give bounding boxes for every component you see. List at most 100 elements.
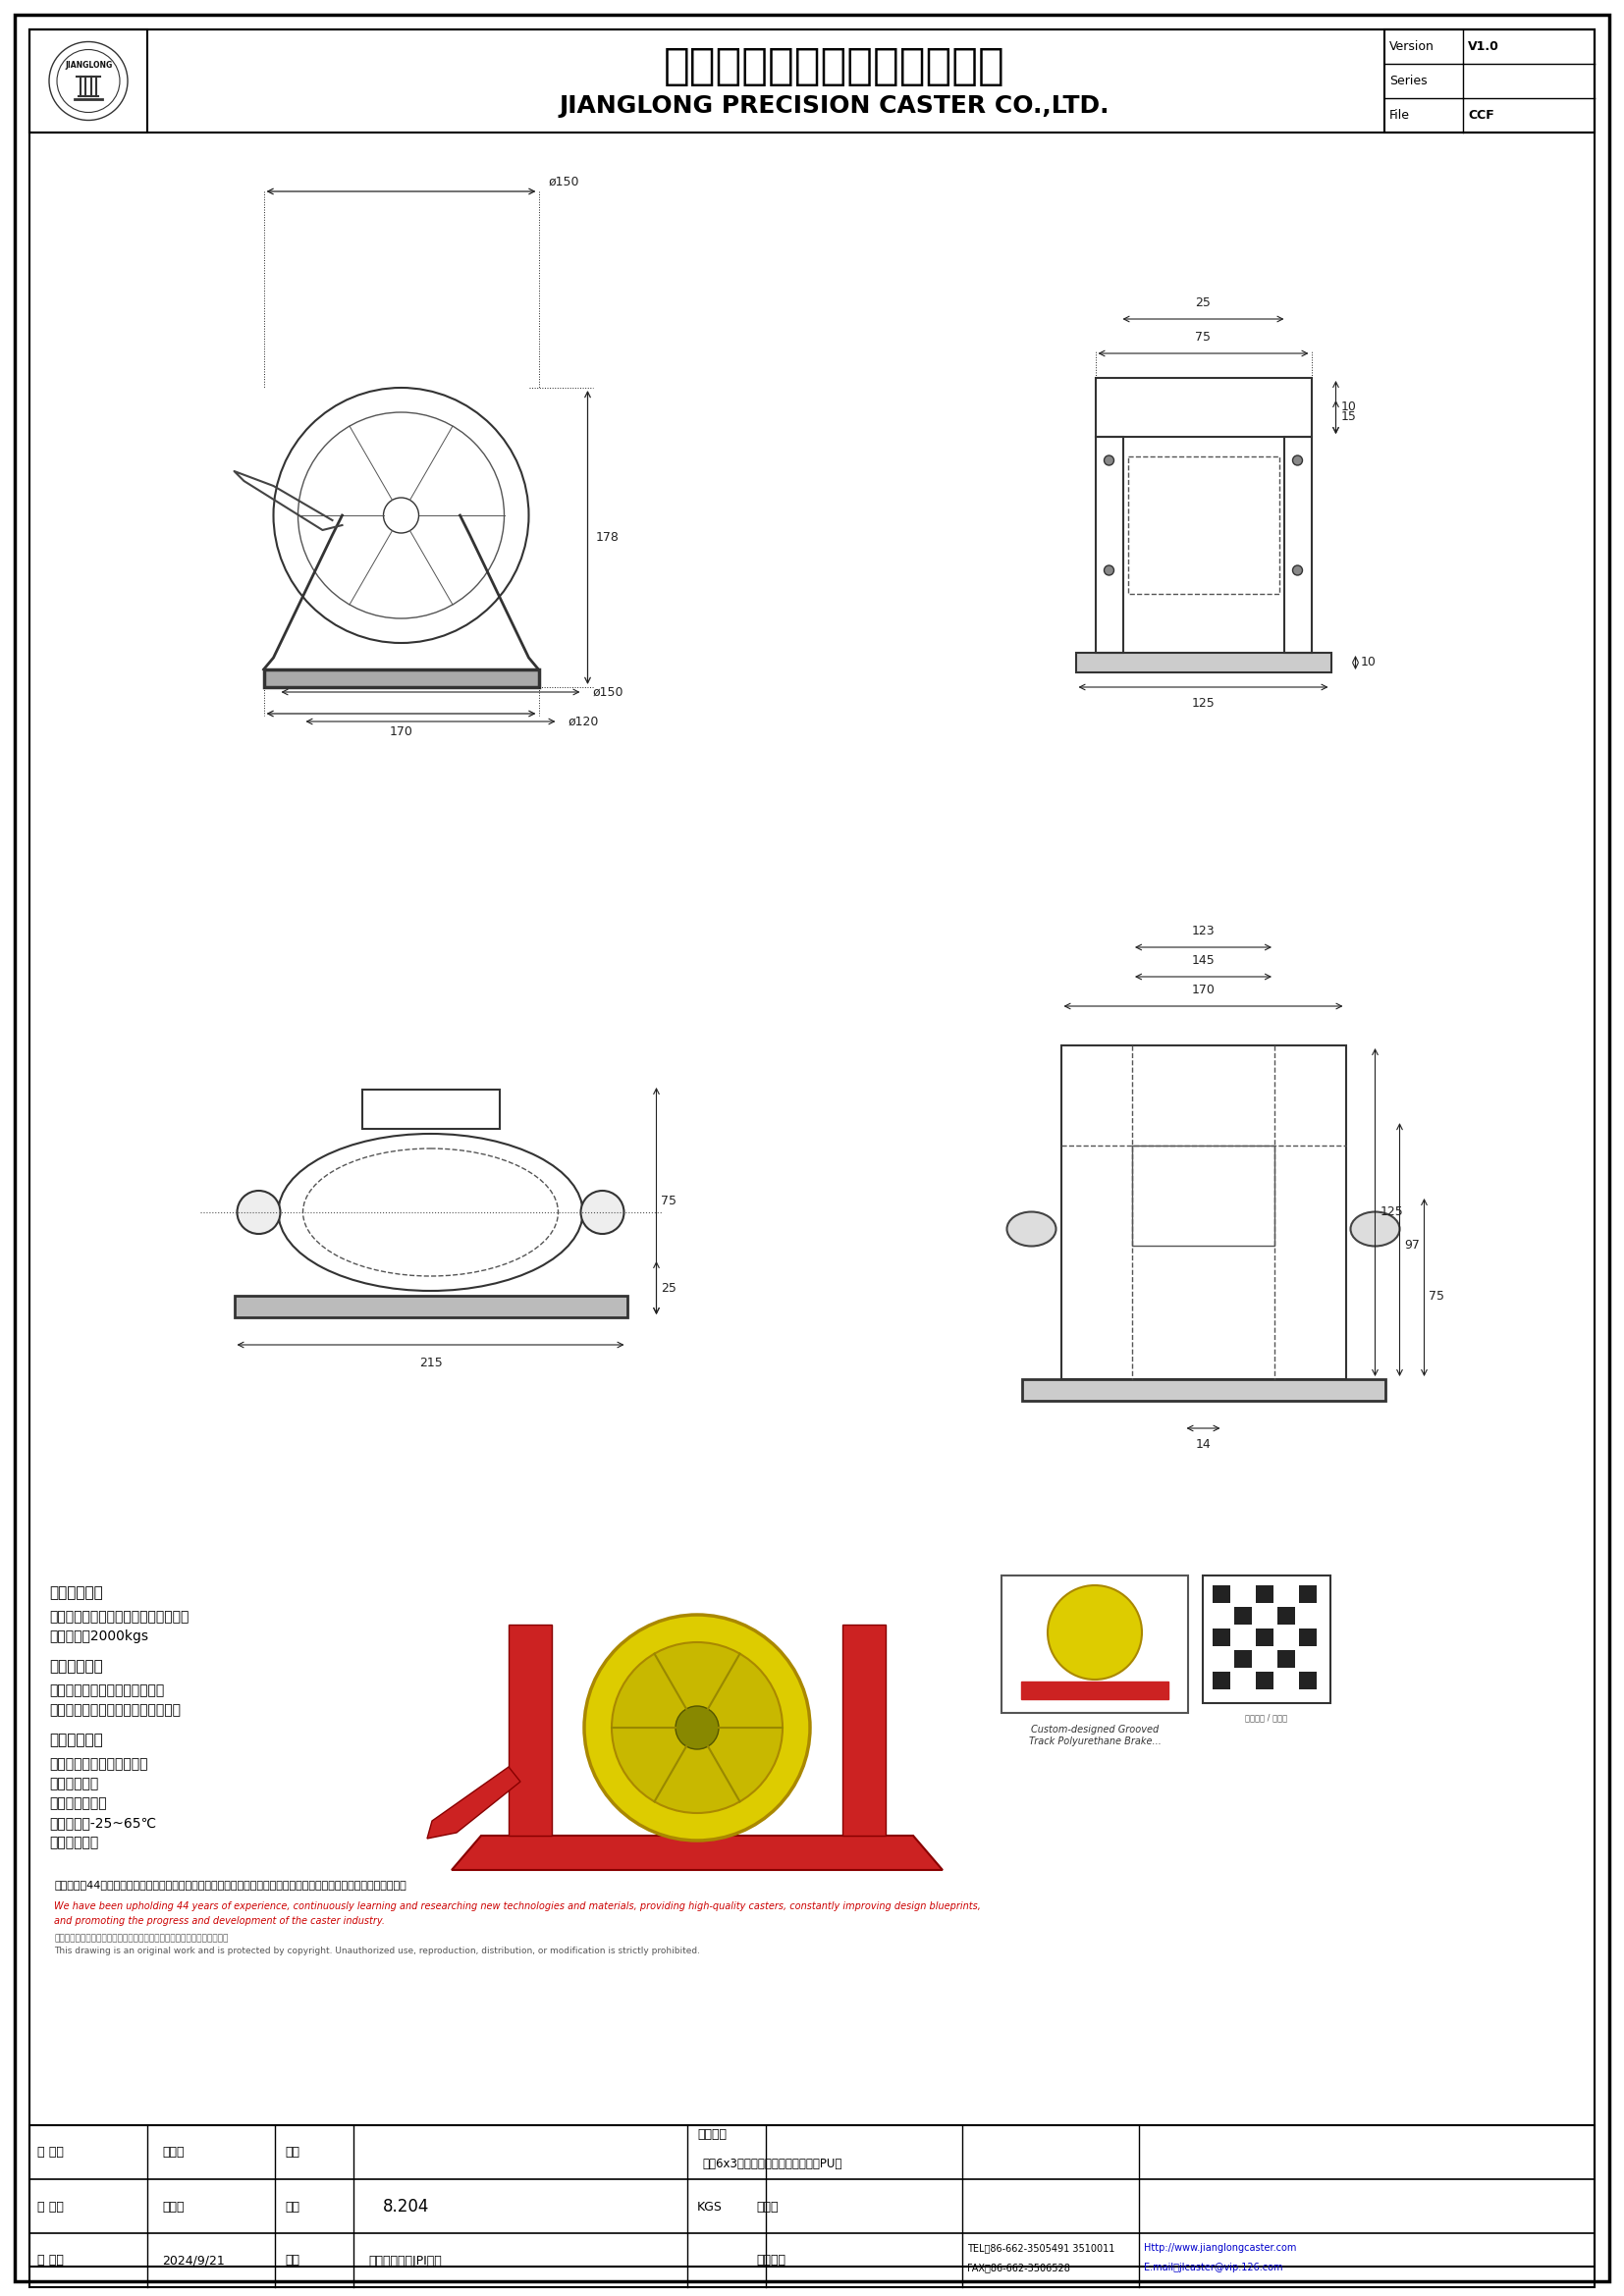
Text: 文件名称: 文件名称 <box>697 2128 726 2142</box>
Bar <box>1075 652 1332 673</box>
Bar <box>1203 1575 1330 1704</box>
Bar <box>1255 1628 1273 1646</box>
Text: 75: 75 <box>1429 1290 1445 1302</box>
Ellipse shape <box>1007 1212 1056 1247</box>
Text: 定制6x3超重型固定凹槽固定带刹车PU轮: 定制6x3超重型固定凹槽固定带刹车PU轮 <box>702 2158 841 2170</box>
Text: 本图纸为原创作品，版权所有，未经授权，严禁使用、复制、传播或修改。: 本图纸为原创作品，版权所有，未经授权，严禁使用、复制、传播或修改。 <box>54 1933 227 1942</box>
Text: 215: 215 <box>419 1357 442 1368</box>
Bar <box>1213 1584 1231 1603</box>
Text: TEL：86-662-3505491 3510011: TEL：86-662-3505491 3510011 <box>968 2243 1114 2252</box>
Text: 8.204: 8.204 <box>383 2197 429 2216</box>
Text: 标准: 标准 <box>284 2255 299 2266</box>
Text: 图　号: 图 号 <box>757 2200 778 2213</box>
Text: 日 期：: 日 期： <box>37 2255 63 2266</box>
Text: 耐化学品：高: 耐化学品：高 <box>49 1835 99 1848</box>
Bar <box>29 30 1595 133</box>
Text: 材料: 材料 <box>284 2147 299 2158</box>
Text: Custom-designed Grooved
Track Polyurethane Brake...: Custom-designed Grooved Track Polyuretha… <box>1028 1724 1161 1745</box>
Bar <box>1213 1671 1231 1690</box>
Bar <box>362 1091 499 1130</box>
Text: We have been upholding 44 years of experience, continuously learning and researc: We have been upholding 44 years of exper… <box>54 1901 981 1910</box>
Bar <box>1213 1628 1231 1646</box>
Bar <box>1002 1575 1189 1713</box>
Text: 145: 145 <box>1192 955 1215 967</box>
Text: 123: 123 <box>1192 925 1215 937</box>
Text: 2024/9/21: 2024/9/21 <box>162 2255 224 2266</box>
Circle shape <box>676 1706 719 1750</box>
Bar <box>1021 1380 1385 1401</box>
Text: This drawing is an original work and is protected by copyright. Unauthorized use: This drawing is an original work and is … <box>54 1947 700 1956</box>
Text: 陈春江: 陈春江 <box>162 2147 184 2158</box>
Text: FAX：86-662-3506528: FAX：86-662-3506528 <box>968 2262 1070 2273</box>
Text: ø150: ø150 <box>593 687 624 698</box>
Text: 扫描地址 / 二维码: 扫描地址 / 二维码 <box>1246 1713 1288 1722</box>
Text: 主要产品特色: 主要产品特色 <box>49 1660 102 1674</box>
Polygon shape <box>427 1768 520 1839</box>
Bar <box>29 30 148 133</box>
Bar <box>1285 436 1311 652</box>
Text: 75: 75 <box>661 1194 677 1208</box>
Bar <box>508 1626 552 1835</box>
Text: 我们秉持着44年经验，不断学习研究新技术和材料，提供高质量脚轮产品，持续改进设计图纸，推动脚轮行业进步发展。: 我们秉持着44年经验，不断学习研究新技术和材料，提供高质量脚轮产品，持续改进设计… <box>54 1880 406 1890</box>
Text: 170: 170 <box>1192 983 1215 996</box>
Text: 25: 25 <box>1195 296 1212 310</box>
Text: 支架颜色：耐腐蚀红色喷涂表面处理: 支架颜色：耐腐蚀红色喷涂表面处理 <box>49 1704 180 1717</box>
Circle shape <box>237 1192 281 1233</box>
Bar <box>234 1295 627 1318</box>
Polygon shape <box>451 1835 942 1869</box>
Bar <box>1255 1584 1273 1603</box>
Bar <box>1299 1671 1317 1690</box>
Bar <box>1255 1671 1273 1690</box>
Text: 材质：灰铸铁包进口聚氨酯: 材质：灰铸铁包进口聚氨酯 <box>49 1756 148 1770</box>
Text: 15: 15 <box>1341 411 1356 422</box>
Circle shape <box>581 1192 624 1233</box>
Text: 耐冲击性能：高: 耐冲击性能：高 <box>49 1795 107 1809</box>
Text: 10: 10 <box>1361 657 1376 668</box>
Text: 75: 75 <box>1195 331 1212 344</box>
Bar <box>1234 1607 1252 1626</box>
Text: CCF: CCF <box>1468 108 1494 122</box>
Bar <box>1132 1146 1275 1247</box>
Text: ø120: ø120 <box>568 714 599 728</box>
Bar <box>1127 457 1278 595</box>
Text: 产品规格信息: 产品规格信息 <box>49 1584 102 1600</box>
Text: 25: 25 <box>661 1281 677 1295</box>
Circle shape <box>1104 455 1114 466</box>
Bar <box>1384 30 1595 133</box>
Bar <box>1278 1651 1294 1667</box>
Text: E.mail：jlcaster@vip.126.com: E.mail：jlcaster@vip.126.com <box>1143 2262 1283 2273</box>
Text: 单轮产品信息: 单轮产品信息 <box>49 1733 102 1747</box>
Text: File: File <box>1390 108 1410 122</box>
Text: 14: 14 <box>1195 1437 1212 1451</box>
Bar <box>1278 1607 1294 1626</box>
Text: 产品尺寸：定制凹型固定超重型刹车轮: 产品尺寸：定制凹型固定超重型刹车轮 <box>49 1609 188 1623</box>
Text: 技术支持: 技术支持 <box>757 2255 786 2266</box>
Text: V1.0: V1.0 <box>1468 41 1499 53</box>
Bar <box>263 670 539 687</box>
Text: 缓冲性能：高: 缓冲性能：高 <box>49 1777 99 1791</box>
Bar <box>1095 379 1311 436</box>
Text: ø150: ø150 <box>549 174 580 188</box>
Text: KGS: KGS <box>697 2200 723 2213</box>
Bar <box>1095 436 1122 652</box>
Ellipse shape <box>1351 1212 1400 1247</box>
Circle shape <box>1293 455 1302 466</box>
Text: JIANGLONG: JIANGLONG <box>65 62 112 69</box>
Circle shape <box>1104 565 1114 576</box>
Bar <box>1021 1681 1168 1699</box>
Text: 125: 125 <box>1380 1205 1403 1219</box>
Text: 支架类型：超重型固定刹车支架: 支架类型：超重型固定刹车支架 <box>49 1683 164 1697</box>
Text: Http://www.jianglongcaster.com: Http://www.jianglongcaster.com <box>1143 2243 1296 2252</box>
Text: 设 计：: 设 计： <box>37 2147 63 2158</box>
Bar <box>1299 1628 1317 1646</box>
Text: 陈创福: 陈创福 <box>162 2200 184 2213</box>
Circle shape <box>1047 1584 1142 1681</box>
Bar <box>1234 1651 1252 1667</box>
Text: 适应温度：-25~65℃: 适应温度：-25~65℃ <box>49 1816 156 1830</box>
Text: 审 核：: 审 核： <box>37 2200 63 2213</box>
Text: 97: 97 <box>1405 1240 1419 1251</box>
Circle shape <box>1293 565 1302 576</box>
Circle shape <box>585 1614 810 1841</box>
Bar <box>843 1626 885 1835</box>
Text: 178: 178 <box>596 530 619 544</box>
